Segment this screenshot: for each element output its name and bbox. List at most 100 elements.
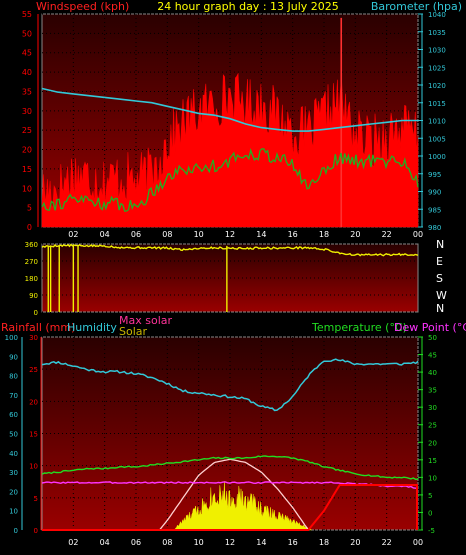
- solar-legend: Solar: [119, 325, 148, 338]
- max-solar-legend: Max solar: [119, 314, 172, 327]
- wind-tick-label: 45: [22, 49, 32, 58]
- temperature-tick-label: 0: [428, 509, 432, 517]
- temperature-axis-title: Temperature (°C): [311, 321, 407, 334]
- barometer-tick-label: 985: [428, 206, 441, 214]
- data-series: [41, 17, 419, 531]
- rainfall-tick-label: 30: [29, 334, 38, 342]
- x-tick-label: 00: [413, 230, 423, 239]
- temperature-tick-label: 45: [428, 352, 437, 360]
- x-tick-label: 02: [68, 230, 78, 239]
- barometer-tick-label: 1000: [428, 153, 446, 161]
- rainfall-line: [42, 484, 418, 531]
- x-tick-label: 18: [319, 538, 329, 547]
- x-tick-label: 10: [194, 230, 204, 239]
- direction-tick-label: 180: [25, 275, 38, 283]
- rainfall-tick-label: 15: [29, 431, 38, 439]
- compass-label: N: [436, 302, 444, 315]
- x-tick-label: 08: [162, 230, 172, 239]
- wind-tick-label: 5: [27, 204, 32, 213]
- rainfall-tick-label: 0: [34, 527, 38, 535]
- axis-labels: 0510152025303540455055980985990995100010…: [5, 10, 447, 547]
- temperature-line: [41, 455, 419, 481]
- compass-label: S: [436, 272, 443, 285]
- wind-tick-label: 15: [22, 165, 32, 174]
- x-tick-label: 04: [100, 230, 110, 239]
- x-tick-label: 00: [413, 538, 423, 547]
- wind-tick-label: 40: [22, 68, 32, 77]
- humidity-tick-label: 40: [9, 450, 18, 458]
- direction-tick-label: 90: [29, 292, 38, 300]
- direction-tick-label: 360: [25, 241, 38, 249]
- barometer-tick-label: 1010: [428, 118, 446, 126]
- barometer-tick-label: 995: [428, 171, 441, 179]
- temperature-tick-label: -5: [428, 527, 435, 535]
- wind-direction-line: [41, 243, 419, 257]
- barometer-tick-label: 1030: [428, 47, 446, 55]
- wind-tick-label: 50: [22, 29, 32, 38]
- x-tick-label: 06: [131, 538, 141, 547]
- wind-tick-label: 25: [22, 126, 32, 135]
- humidity-line: [41, 358, 419, 412]
- humidity-tick-label: 80: [9, 373, 18, 381]
- chart-title: 24 hour graph day : 13 July 2025: [157, 0, 339, 13]
- windspeed-area: [41, 72, 419, 228]
- x-tick-label: 04: [100, 538, 110, 547]
- temperature-tick-label: 50: [428, 334, 437, 342]
- barometer-tick-label: 1040: [428, 11, 446, 19]
- x-tick-label: 20: [350, 230, 360, 239]
- humidity-axis-title: Humidity: [67, 321, 117, 334]
- barometer-tick-label: 1035: [428, 29, 446, 37]
- x-tick-label: 18: [319, 230, 329, 239]
- x-tick-label: 14: [256, 230, 266, 239]
- barometer-tick-label: 1005: [428, 135, 446, 143]
- x-tick-label: 22: [382, 230, 392, 239]
- x-tick-label: 16: [288, 538, 298, 547]
- rainfall-tick-label: 5: [34, 495, 38, 503]
- x-tick-label: 22: [382, 538, 392, 547]
- x-tick-label: 20: [350, 538, 360, 547]
- barometer-tick-label: 990: [428, 189, 441, 197]
- barometer-tick-label: 1020: [428, 82, 446, 90]
- temperature-tick-label: 35: [428, 387, 437, 395]
- x-tick-label: 08: [162, 538, 172, 547]
- max-solar-line: [158, 458, 309, 531]
- humidity-tick-label: 20: [9, 488, 18, 496]
- direction-tick-label: 270: [25, 258, 38, 266]
- temperature-tick-label: 30: [428, 404, 437, 412]
- temperature-tick-label: 10: [428, 474, 437, 482]
- humidity-tick-label: 90: [9, 353, 18, 361]
- humidity-tick-label: 50: [9, 431, 18, 439]
- barometer-tick-label: 980: [428, 224, 441, 232]
- x-tick-label: 12: [225, 230, 235, 239]
- x-tick-label: 10: [194, 538, 204, 547]
- wind-average-line: [41, 148, 419, 212]
- humidity-tick-label: 10: [9, 508, 18, 516]
- rainfall-tick-label: 20: [29, 398, 38, 406]
- humidity-tick-label: 100: [5, 334, 18, 342]
- barometer-line: [41, 87, 418, 132]
- humidity-tick-label: 0: [14, 527, 18, 535]
- x-tick-label: 16: [288, 230, 298, 239]
- temperature-tick-label: 40: [428, 369, 437, 377]
- wind-tick-label: 35: [22, 87, 32, 96]
- wind-tick-label: 20: [22, 146, 32, 155]
- wind-tick-label: 10: [22, 184, 32, 193]
- compass-label: W: [436, 289, 447, 302]
- compass-label: N: [436, 238, 444, 251]
- temperature-tick-label: 20: [428, 439, 437, 447]
- humidity-tick-label: 60: [9, 411, 18, 419]
- x-tick-label: 02: [68, 538, 78, 547]
- wind-tick-label: 30: [22, 107, 32, 116]
- x-tick-label: 12: [225, 538, 235, 547]
- direction-tick-label: 0: [34, 309, 38, 317]
- rainfall-tick-label: 25: [29, 366, 38, 374]
- compass-label: E: [436, 255, 443, 268]
- wind-tick-label: 55: [22, 10, 32, 19]
- humidity-tick-label: 70: [9, 392, 18, 400]
- barometer-axis-title: Barometer (hpa): [371, 0, 462, 13]
- barometer-tick-label: 1015: [428, 100, 446, 108]
- humidity-tick-label: 30: [9, 469, 18, 477]
- temperature-tick-label: 25: [428, 422, 437, 430]
